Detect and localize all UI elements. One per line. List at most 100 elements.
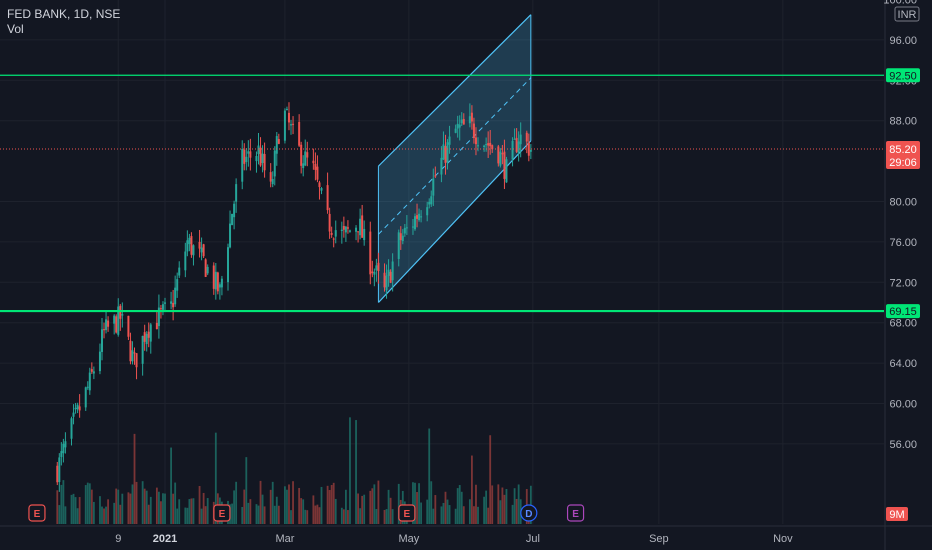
channel-upper-line[interactable] bbox=[377, 14, 532, 167]
volume-bar bbox=[115, 488, 118, 524]
candle-body bbox=[298, 122, 301, 146]
candle-body bbox=[129, 340, 132, 362]
candle-body bbox=[446, 142, 449, 163]
volume-bar bbox=[202, 492, 205, 524]
candle-body bbox=[271, 179, 274, 185]
candle-body bbox=[499, 151, 502, 166]
volume-bar bbox=[361, 495, 364, 524]
volume-bar bbox=[320, 486, 323, 524]
candle-body bbox=[233, 203, 236, 218]
candle-body bbox=[84, 387, 87, 408]
candle-body bbox=[200, 247, 203, 253]
channel-mid-line[interactable] bbox=[378, 77, 532, 235]
volume-bar bbox=[198, 486, 201, 524]
volume-bar bbox=[284, 486, 286, 524]
candle-body bbox=[377, 262, 380, 272]
candle-body bbox=[285, 108, 288, 110]
volume-bar bbox=[149, 496, 152, 524]
candle-body bbox=[468, 116, 471, 124]
candle-body bbox=[90, 369, 93, 372]
candle-body bbox=[413, 216, 416, 230]
candle-body bbox=[340, 229, 343, 232]
earnings-marker-box[interactable] bbox=[28, 504, 46, 522]
candle-body bbox=[513, 138, 516, 140]
earnings-marker[interactable]: E bbox=[566, 504, 585, 522]
candle-body bbox=[155, 322, 158, 330]
candle-body bbox=[143, 332, 146, 342]
volume-bar bbox=[204, 506, 207, 524]
candle-body bbox=[361, 215, 364, 238]
time-tick-label: 9 bbox=[115, 533, 121, 545]
earnings-marker[interactable]: E bbox=[28, 504, 46, 522]
candle-body bbox=[355, 227, 358, 232]
candle-body bbox=[86, 386, 89, 388]
candle-body bbox=[334, 230, 337, 237]
candle-body bbox=[259, 147, 262, 166]
candle-body bbox=[318, 182, 321, 188]
volume-bar bbox=[64, 506, 67, 524]
volume-bar bbox=[458, 485, 461, 524]
candle-body bbox=[100, 329, 103, 352]
volume-bar bbox=[442, 502, 445, 524]
volume-bar bbox=[206, 498, 209, 524]
volume-bar bbox=[511, 504, 514, 524]
volume-bar bbox=[243, 489, 246, 524]
candle-body bbox=[275, 136, 278, 154]
currency-box[interactable] bbox=[894, 6, 920, 22]
candle-body bbox=[375, 265, 378, 271]
volume-bar bbox=[434, 495, 437, 524]
earnings-marker-box[interactable] bbox=[566, 504, 585, 522]
volume-bar bbox=[371, 488, 374, 524]
price-tick-label: 68.00 bbox=[889, 318, 917, 330]
candle-body bbox=[261, 153, 264, 164]
candle-body bbox=[164, 302, 166, 304]
candle-body bbox=[147, 331, 150, 338]
candle-body bbox=[458, 124, 461, 128]
candle-body bbox=[411, 226, 414, 228]
volume-bar bbox=[58, 505, 61, 524]
candle-body bbox=[330, 232, 333, 235]
volume-bar bbox=[454, 508, 457, 524]
candle-body bbox=[243, 149, 246, 164]
volume-bar bbox=[241, 506, 244, 524]
dividend-marker[interactable]: D bbox=[520, 504, 538, 522]
volume-bars bbox=[56, 417, 532, 524]
candle-body bbox=[391, 261, 394, 281]
dividend-marker-label: D bbox=[525, 509, 532, 520]
volume-bar bbox=[477, 506, 479, 524]
dividend-marker-circle[interactable] bbox=[520, 504, 538, 522]
candle-body bbox=[332, 238, 335, 240]
volume-bar bbox=[483, 496, 486, 524]
earnings-marker[interactable]: E bbox=[213, 504, 231, 522]
grid bbox=[0, 0, 884, 524]
candle-body bbox=[448, 136, 451, 145]
candle-body bbox=[214, 271, 217, 290]
candle-body bbox=[444, 146, 447, 163]
candle-body bbox=[212, 265, 215, 289]
volume-bar bbox=[84, 485, 87, 524]
earnings-marker-box[interactable] bbox=[398, 504, 416, 522]
channel-fill[interactable] bbox=[378, 14, 531, 303]
resistance-price-tag: 92.50 bbox=[889, 70, 917, 82]
channel-lower-line[interactable] bbox=[377, 140, 532, 303]
candle-body bbox=[60, 451, 63, 458]
candle-body bbox=[257, 145, 260, 155]
candle-body bbox=[292, 123, 295, 125]
candle-body bbox=[326, 185, 329, 211]
candle-body bbox=[92, 371, 95, 374]
earnings-marker[interactable]: E bbox=[398, 504, 416, 522]
candle-body bbox=[206, 266, 209, 274]
volume-bar bbox=[255, 504, 258, 524]
candle-body bbox=[385, 275, 388, 291]
volume-bar bbox=[357, 493, 359, 524]
volume-bar bbox=[119, 504, 122, 524]
volume-bar bbox=[342, 509, 345, 524]
candle-body bbox=[501, 153, 504, 155]
candle-body bbox=[190, 236, 193, 255]
candle-body bbox=[88, 372, 91, 391]
candle-body bbox=[328, 213, 331, 232]
earnings-marker-box[interactable] bbox=[213, 504, 231, 522]
time-tick-label: Sep bbox=[649, 533, 669, 545]
